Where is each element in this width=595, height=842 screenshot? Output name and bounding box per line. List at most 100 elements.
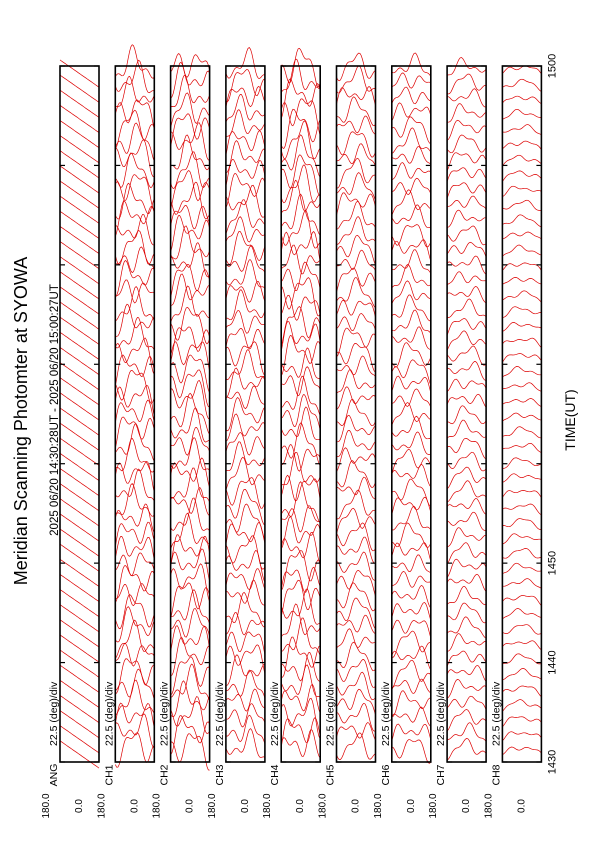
trace-line: [336, 414, 376, 443]
panel-frame: [335, 65, 377, 763]
trace-line: [336, 343, 376, 373]
trace-line: [502, 262, 542, 271]
trace-line: [170, 608, 210, 638]
trace-line: [225, 94, 266, 123]
trace-line: [336, 86, 376, 106]
trace-line: [225, 130, 266, 156]
chart-subtitle: 2025 06/20 14:30:28UT - 2025 06/20 15:00…: [49, 284, 61, 536]
trace-line: [115, 246, 155, 274]
trace-line: [391, 342, 432, 368]
trace-line: [225, 85, 266, 108]
trace-line: [280, 717, 321, 748]
trace-line: [446, 73, 487, 95]
trace-line: [280, 532, 321, 565]
trace-line: [225, 654, 265, 686]
panel-ch3: 22.5 (deg)/div CH3 180.0 0.0: [207, 47, 266, 819]
trace-line: [114, 59, 155, 94]
trace-line: [502, 640, 542, 651]
trace-line: [446, 152, 487, 171]
trace-line: [59, 59, 100, 88]
trace-line: [391, 723, 432, 742]
trace-line: [336, 369, 376, 394]
channel-label: CH2: [159, 764, 171, 785]
y-tick-min: 0.0: [461, 799, 472, 813]
trace-line: [336, 234, 376, 266]
channel-label: CH3: [214, 764, 226, 785]
y-tick-max: 180.0: [483, 793, 494, 818]
trace-line: [391, 542, 432, 562]
trace-line: [170, 215, 210, 252]
trace-line: [170, 625, 210, 653]
trace-line: [280, 277, 321, 317]
trace-line: [446, 665, 487, 682]
trace-line: [114, 521, 155, 548]
trace-line: [59, 468, 100, 496]
trace-line: [336, 536, 376, 564]
trace-line: [336, 507, 376, 535]
trace-line: [59, 105, 100, 133]
trace-line: [280, 406, 321, 441]
trace-line: [225, 259, 266, 289]
trace-line: [502, 108, 542, 120]
panel-frame: [169, 65, 211, 763]
scale-label: 22.5 (deg)/div: [380, 681, 392, 746]
trace-line: [391, 739, 432, 764]
trace-line: [502, 154, 542, 167]
trace-line: [446, 393, 487, 408]
trace-line: [59, 241, 100, 269]
trace-line: [336, 267, 376, 293]
trace-line: [170, 74, 210, 108]
trace-line: [115, 552, 155, 576]
trace-line: [280, 375, 321, 417]
x-tick-label: 1500: [546, 54, 558, 78]
trace-line: [391, 402, 431, 426]
trace-line: [391, 127, 432, 154]
trace-line: [114, 370, 155, 404]
trace-line: [280, 209, 321, 249]
trace-line: [447, 103, 487, 123]
trace-line: [225, 669, 266, 699]
trace-line: [59, 256, 100, 285]
trace-line: [280, 230, 321, 263]
trace-line: [59, 649, 100, 678]
scale-label: 22.5 (deg)/div: [435, 681, 447, 746]
panel-frame: [280, 65, 322, 763]
x-tick-label: 1450: [546, 551, 558, 575]
trace-line: [447, 633, 487, 652]
trace-line: [59, 513, 100, 542]
trace-line: [391, 249, 432, 274]
trace-line: [502, 746, 542, 756]
y-tick-min: 0.0: [406, 799, 417, 813]
trace-line: [225, 477, 266, 509]
trace-line: [280, 347, 321, 380]
trace-line: [391, 102, 432, 122]
trace-line: [502, 412, 542, 422]
trace-line: [170, 53, 210, 78]
trace-line: [502, 548, 542, 559]
trace-line: [225, 328, 266, 350]
trace-line: [59, 211, 100, 239]
trace-line: [446, 542, 487, 565]
trace-line: [502, 442, 542, 453]
trace-line: [336, 65, 376, 94]
trace-line: [170, 113, 210, 147]
panel-frame: [225, 65, 266, 763]
trace-line: [59, 437, 100, 466]
trace-line: [59, 150, 100, 179]
x-tick-label: 1430: [546, 750, 558, 774]
trace-line: [59, 165, 100, 194]
trace-line: [281, 651, 321, 682]
trace-line: [280, 78, 321, 120]
trace-line: [170, 326, 210, 362]
trace-line: [170, 61, 210, 99]
channel-label: CH7: [435, 764, 447, 785]
trace-line: [280, 697, 321, 740]
trace-line: [225, 413, 266, 442]
trace-line: [336, 447, 376, 472]
trace-line: [225, 489, 266, 526]
panel-frame: [501, 65, 543, 763]
trace-line: [59, 422, 100, 451]
trace-line: [391, 189, 431, 216]
trace-line: [59, 89, 100, 118]
trace-line: [502, 78, 542, 92]
